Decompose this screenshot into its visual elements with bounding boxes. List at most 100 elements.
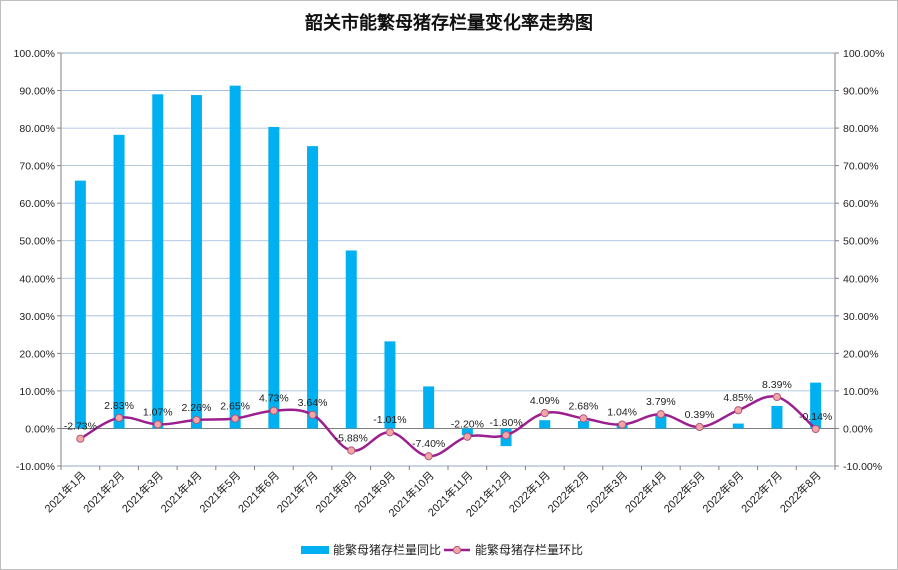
bar <box>74 180 86 429</box>
data-label: 2.65% <box>220 401 250 413</box>
y-right-tick-label: -10.00% <box>843 461 882 473</box>
line-marker <box>656 410 665 419</box>
line-marker <box>695 422 704 432</box>
line-marker <box>540 408 549 418</box>
y-right-tick-label: 70.00% <box>843 161 879 173</box>
y-left-tick-label: 80.00% <box>19 123 55 135</box>
x-tick-label: 2021年4月 <box>157 468 204 515</box>
y-left-tick-label: 60.00% <box>19 198 55 210</box>
y-left-tick-label: 100.00% <box>14 48 55 60</box>
bar <box>229 85 241 429</box>
y-right-tick-label: 100.00% <box>843 48 884 60</box>
data-label: 4.85% <box>723 392 753 404</box>
line-marker <box>424 452 433 461</box>
line-marker <box>772 392 782 402</box>
y-left-tick-label: 90.00% <box>19 86 55 98</box>
x-tick-label: 2021年3月 <box>119 468 166 515</box>
data-label: 2.26% <box>182 402 212 414</box>
x-tick-label: 2021年6月 <box>235 468 282 515</box>
bar <box>113 134 125 429</box>
bar <box>732 423 744 429</box>
y-left-tick-label: 50.00% <box>19 236 55 248</box>
line-marker <box>231 414 240 423</box>
line-marker <box>618 420 627 429</box>
y-left-tick-label: 20.00% <box>19 348 55 360</box>
y-left-tick-label: 30.00% <box>19 311 55 323</box>
bar <box>345 250 357 429</box>
line-marker <box>153 420 162 429</box>
bar <box>268 126 280 429</box>
y-left-tick-label: 10.00% <box>19 386 55 398</box>
x-tick-label: 2021年2月 <box>80 468 127 515</box>
data-label: -7.40% <box>412 438 445 450</box>
x-tick-label: 2022年2月 <box>544 468 591 515</box>
y-right-tick-label: 40.00% <box>843 273 879 285</box>
data-label: 2.68% <box>569 400 599 412</box>
data-label: 3.79% <box>646 396 676 408</box>
data-label: 2.83% <box>104 400 134 412</box>
x-tick-label: 2022年6月 <box>699 468 746 515</box>
chart-title: 韶关市能繁母猪存栏量变化率走势图 <box>305 13 593 34</box>
line-marker <box>463 432 472 441</box>
data-label: 1.04% <box>607 407 637 419</box>
y-right-tick-label: 90.00% <box>843 86 879 98</box>
bar <box>539 420 551 429</box>
line-marker <box>308 410 317 419</box>
line-marker <box>579 414 588 423</box>
data-label: 4.09% <box>530 395 560 407</box>
line-marker <box>114 413 124 422</box>
data-label: -0.14% <box>799 411 832 423</box>
x-tick-label: 2021年7月 <box>274 468 321 515</box>
data-label: 0.39% <box>685 409 715 421</box>
line-marker <box>811 424 820 434</box>
data-label: 4.73% <box>259 393 289 405</box>
x-tick-label: 2022年4月 <box>622 468 669 515</box>
y-right-tick-label: 80.00% <box>843 123 879 135</box>
plot-area-border <box>60 52 836 467</box>
data-label: 8.39% <box>762 379 792 391</box>
data-label: 1.07% <box>143 406 173 418</box>
legend-label-bar: 能繁母猪存栏量同比 <box>333 542 441 557</box>
y-right-tick-label: 0.00% <box>843 423 873 435</box>
y-left-tick-label: 70.00% <box>19 161 55 173</box>
line-marker <box>192 415 201 425</box>
x-tick-label: 2022年1月 <box>506 468 553 515</box>
x-tick-label: 2022年5月 <box>661 468 708 515</box>
bar <box>771 405 783 429</box>
line-marker <box>347 446 356 455</box>
bar <box>307 146 319 429</box>
line-marker <box>385 428 395 437</box>
bar <box>461 428 473 436</box>
y-right-tick-label: 30.00% <box>843 311 879 323</box>
data-label: -5.88% <box>335 433 368 445</box>
legend-swatch-bar <box>301 546 329 554</box>
bar <box>190 95 202 429</box>
line-marker <box>734 406 743 415</box>
line-marker <box>76 434 85 443</box>
y-left-tick-label: 40.00% <box>19 273 55 285</box>
bar <box>655 415 667 429</box>
data-label: -1.80% <box>489 417 522 429</box>
line-marker <box>269 406 278 415</box>
legend-swatch-marker <box>452 545 462 555</box>
bar <box>152 94 164 429</box>
y-left-tick-label: 0.00% <box>25 423 55 435</box>
x-tick-label: 2022年3月 <box>583 468 630 515</box>
x-tick-label: 2022年8月 <box>777 468 824 515</box>
bar <box>577 420 589 429</box>
x-tick-label: 2022年7月 <box>738 468 785 515</box>
legend-label-line: 能繁母猪存栏量环比 <box>475 542 583 557</box>
x-tick-label: 2021年5月 <box>196 468 243 515</box>
y-right-tick-label: 10.00% <box>843 386 879 398</box>
y-right-tick-label: 60.00% <box>843 198 879 210</box>
y-right-tick-label: 50.00% <box>843 236 879 248</box>
y-left-tick-label: -10.00% <box>16 461 55 473</box>
x-tick-label: 2021年1月 <box>41 468 88 515</box>
bar <box>810 382 822 429</box>
x-tick-label: 2021年8月 <box>312 468 359 515</box>
data-label: -2.73% <box>64 421 97 433</box>
bar <box>384 341 396 429</box>
bar <box>423 386 435 429</box>
